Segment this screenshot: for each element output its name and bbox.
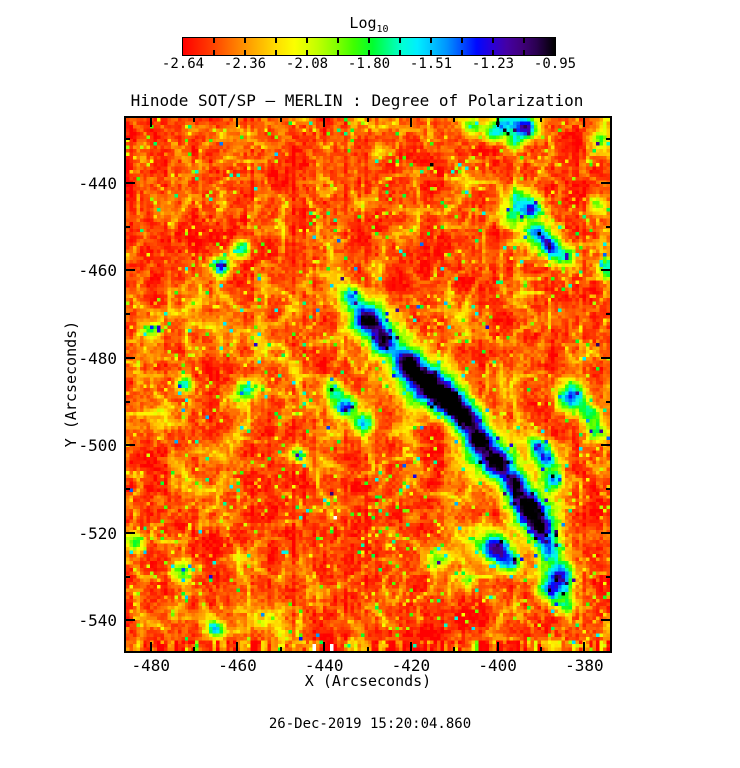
colorbar-tick [430,38,432,43]
colorbar-tick [523,50,525,55]
colorbar-tick [368,50,370,55]
y-axis-label: Y (Arcseconds) [62,320,80,448]
colorbar-tick-label: -2.64 [161,56,205,72]
y-tick [126,313,130,316]
y-tick [126,356,135,359]
colorbar-tick [399,38,401,43]
y-tick-label: -540 [78,611,117,631]
y-tick [126,225,130,228]
x-tick [453,118,456,122]
colorbar-title-subscript: 10 [376,24,389,35]
colorbar-tick-label: -1.23 [471,56,515,72]
timestamp: 26-Dec-2019 15:20:04.860 [268,716,472,732]
y-tick [126,444,135,447]
x-tick [236,642,239,651]
colorbar-tick [275,50,277,55]
colorbar-tick [399,50,401,55]
y-tick [601,181,610,184]
plot-title: Hinode SOT/SP — MERLIN : Degree of Polar… [130,91,584,110]
y-tick-label: -520 [78,523,117,543]
y-tick [601,531,610,534]
colorbar-tick [337,50,339,55]
y-tick [601,444,610,447]
x-tick [453,647,456,651]
colorbar-tick [461,50,463,55]
colorbar-title-text: Log [349,14,377,32]
colorbar-tick [461,38,463,43]
colorbar-tick [492,50,494,55]
x-tick [149,118,152,127]
x-tick [496,642,499,651]
x-axis-label: X (Arcseconds) [304,672,432,690]
colorbar-tick-label: -2.36 [223,56,267,72]
x-tick [366,118,369,122]
x-tick-label: -440 [304,656,344,675]
x-tick [323,118,326,127]
x-tick [193,118,196,122]
y-tick [126,138,130,140]
x-tick [496,118,499,127]
colorbar-tick [337,38,339,43]
y-tick [601,356,610,359]
y-tick [606,225,610,228]
colorbar-tick-label: -1.51 [409,56,453,72]
y-tick [126,575,130,578]
y-tick [606,575,610,578]
y-tick [126,269,135,272]
colorbar-tick [244,50,246,55]
x-tick [279,647,282,651]
x-tick [193,647,196,651]
y-tick-label: -440 [78,173,117,193]
colorbar-tick [306,38,308,43]
y-tick [126,181,135,184]
x-tick [540,118,543,122]
x-tick [323,642,326,651]
colorbar-tick [430,50,432,55]
colorbar-tick-label: -2.08 [285,56,329,72]
colorbar-tick [244,38,246,43]
x-tick-label: -420 [391,656,431,675]
y-tick [601,619,610,622]
heatmap-canvas [126,118,610,651]
y-tick-label: -480 [78,348,117,368]
y-tick [606,138,610,140]
colorbar [182,37,556,56]
x-tick [279,118,282,122]
colorbar-tick-label: -0.95 [533,56,577,72]
colorbar-tick [213,50,215,55]
y-tick [126,400,130,403]
x-tick-label: -460 [218,656,257,675]
y-tick-label: -460 [78,261,117,281]
colorbar-tick [275,38,277,43]
colorbar-tick [306,50,308,55]
x-tick [409,118,412,127]
plot-frame [124,116,612,653]
y-tick [606,313,610,316]
colorbar-tick [368,38,370,43]
x-tick [409,642,412,651]
x-tick-label: -380 [565,656,604,675]
x-tick [583,642,586,651]
x-tick [149,642,152,651]
x-tick [236,118,239,127]
y-tick [601,269,610,272]
x-tick-label: -480 [131,656,170,675]
y-tick [126,531,135,534]
y-tick [126,619,135,622]
colorbar-title: Log10 [349,14,388,35]
y-tick [606,488,610,491]
x-tick [366,647,369,651]
y-tick [606,400,610,403]
x-tick [540,647,543,651]
colorbar-tick [213,38,215,43]
x-tick-label: -400 [478,656,517,675]
colorbar-tick-label: -1.80 [347,56,391,72]
y-tick-label: -500 [78,436,117,456]
colorbar-tick [523,38,525,43]
x-tick [583,118,586,127]
colorbar-tick [492,38,494,43]
y-tick [126,488,130,491]
